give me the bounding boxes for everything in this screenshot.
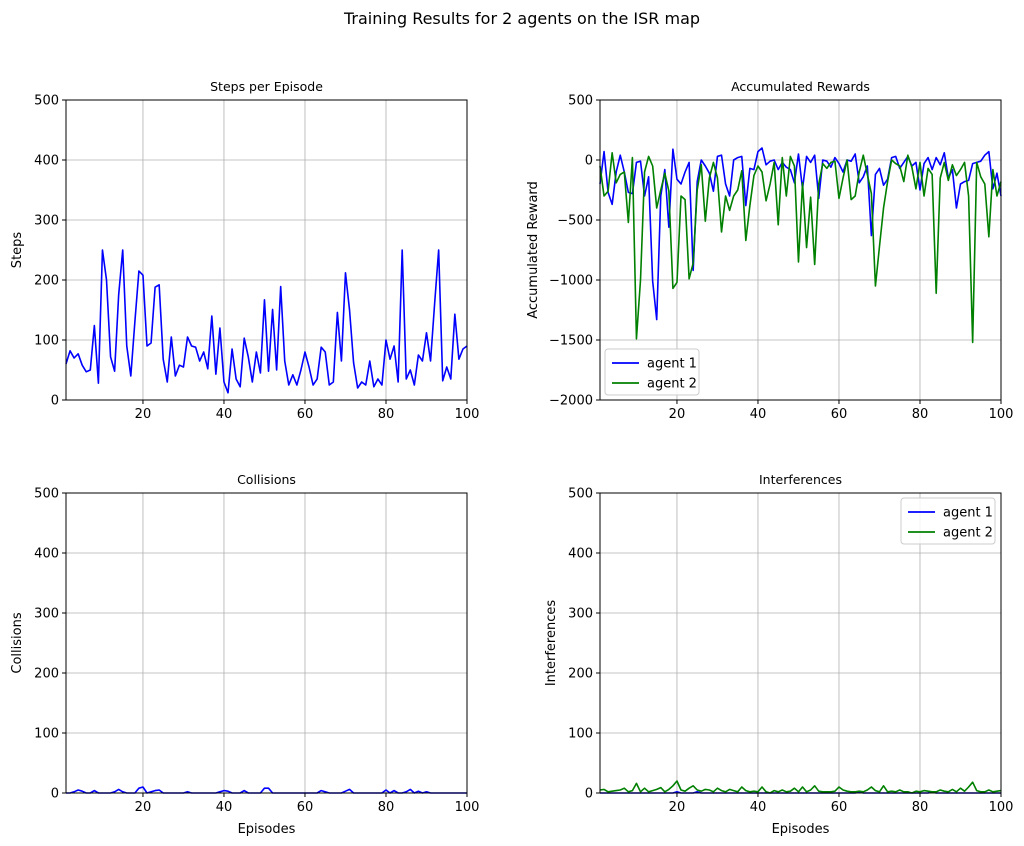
collisions-ytick-label-200: 200: [34, 667, 59, 682]
interferences-axes-frame: [599, 492, 1002, 794]
steps-xtick-label-60: 60: [297, 407, 314, 422]
rewards-legend-label-1: agent 1: [647, 357, 697, 372]
rewards-ytick-label--500: −500: [557, 214, 593, 229]
rewards-xtick-label-40: 40: [750, 407, 767, 422]
rewards-legend-label-2: agent 2: [647, 377, 697, 392]
steps-ytick-label-400: 400: [34, 154, 59, 169]
interferences-legend: agent 1 agent 2: [900, 497, 996, 545]
collisions-ytick-label-500: 500: [34, 487, 59, 502]
steps-xtick-label-80: 80: [378, 407, 395, 422]
interferences-ytick-label-0: 0: [585, 787, 593, 802]
steps-ytick-label-100: 100: [34, 334, 59, 349]
interferences-xtick-label-60: 60: [831, 800, 848, 815]
collisions-xtick-label-60: 60: [297, 800, 314, 815]
interferences-title: Interferences: [759, 472, 842, 487]
interferences-ylabel: Interferences: [544, 600, 559, 687]
interferences-xlabel: Episodes: [772, 822, 830, 837]
collisions-xtick-label-80: 80: [378, 800, 395, 815]
steps-title: Steps per Episode: [210, 79, 323, 94]
rewards-axes-frame: [599, 99, 1002, 401]
rewards-ylabel: Accumulated Reward: [526, 181, 541, 319]
interferences-ytick-label-500: 500: [568, 487, 593, 502]
collisions-title: Collisions: [237, 472, 296, 487]
interferences-legend-label-1: agent 1: [943, 506, 993, 521]
rewards-xtick-label-60: 60: [831, 407, 848, 422]
interferences-xtick-label-20: 20: [669, 800, 686, 815]
collisions-ytick-label-300: 300: [34, 607, 59, 622]
interferences-ytick-label-400: 400: [568, 547, 593, 562]
rewards-ytick-label--1500: −1500: [549, 334, 593, 349]
collisions-xtick-label-100: 100: [455, 800, 480, 815]
rewards-ytick-label--1000: −1000: [549, 274, 593, 289]
interferences-series-agent-2: [599, 780, 1002, 794]
steps-series-line-1: [65, 249, 468, 394]
rewards-xtick-label-100: 100: [989, 407, 1014, 422]
rewards-ytick-label--2000: −2000: [549, 394, 593, 409]
collisions-plot: 20 40 60 80 100 0 100 200 300 400 500 Collisions Epi…: [10, 472, 479, 837]
collisions-xlabel: Episodes: [238, 822, 296, 837]
steps-ytick-label-200: 200: [34, 274, 59, 289]
accumulated-rewards-plot: 20 40 60 80 100 −2000 −1500 −1000 −500 0 500 Accumu…: [526, 79, 1013, 422]
steps-per-episode-plot: 20 40 60 80 100 0 100 200 300 400 500 Steps per Epi…: [10, 79, 479, 422]
steps-xtick-label-100: 100: [455, 407, 480, 422]
steps-ytick-label-300: 300: [34, 214, 59, 229]
steps-xtick-label-40: 40: [216, 407, 233, 422]
steps-ytick-label-0: 0: [51, 394, 59, 409]
interferences-plot: 20 40 60 80 100 0 100 200 300 400 500 Interferences…: [544, 472, 1013, 837]
interferences-ytick-label-300: 300: [568, 607, 593, 622]
collisions-series-line-1: [66, 786, 467, 794]
rewards-title: Accumulated Rewards: [731, 79, 870, 94]
interferences-xtick-label-80: 80: [912, 800, 929, 815]
rewards-ytick-label-0: 0: [585, 154, 593, 169]
rewards-legend: agent 1 agent 2: [604, 348, 700, 396]
interferences-legend-label-2: agent 2: [943, 526, 993, 541]
collisions-axes-frame: [65, 492, 468, 794]
rewards-ytick-label-500: 500: [568, 94, 593, 109]
collisions-xtick-label-20: 20: [135, 800, 152, 815]
steps-xtick-label-20: 20: [135, 407, 152, 422]
collisions-ytick-label-0: 0: [51, 787, 59, 802]
figure-title: Training Results for 2 agents on the ISR…: [343, 9, 700, 28]
rewards-xtick-label-80: 80: [912, 407, 929, 422]
collisions-ylabel: Collisions: [10, 612, 25, 673]
steps-ylabel: Steps: [10, 232, 25, 269]
rewards-xtick-label-20: 20: [669, 407, 686, 422]
collisions-xtick-label-40: 40: [216, 800, 233, 815]
interferences-ytick-label-200: 200: [568, 667, 593, 682]
rewards-series-agent-1: [599, 147, 1002, 321]
steps-ytick-label-500: 500: [34, 94, 59, 109]
interferences-xtick-label-100: 100: [989, 800, 1014, 815]
collisions-ytick-label-100: 100: [34, 727, 59, 742]
steps-axes-frame: [65, 99, 468, 401]
collisions-ytick-label-400: 400: [34, 547, 59, 562]
interferences-xtick-label-40: 40: [750, 800, 767, 815]
interferences-ytick-label-100: 100: [568, 727, 593, 742]
rewards-series-agent-2: [599, 152, 1002, 344]
